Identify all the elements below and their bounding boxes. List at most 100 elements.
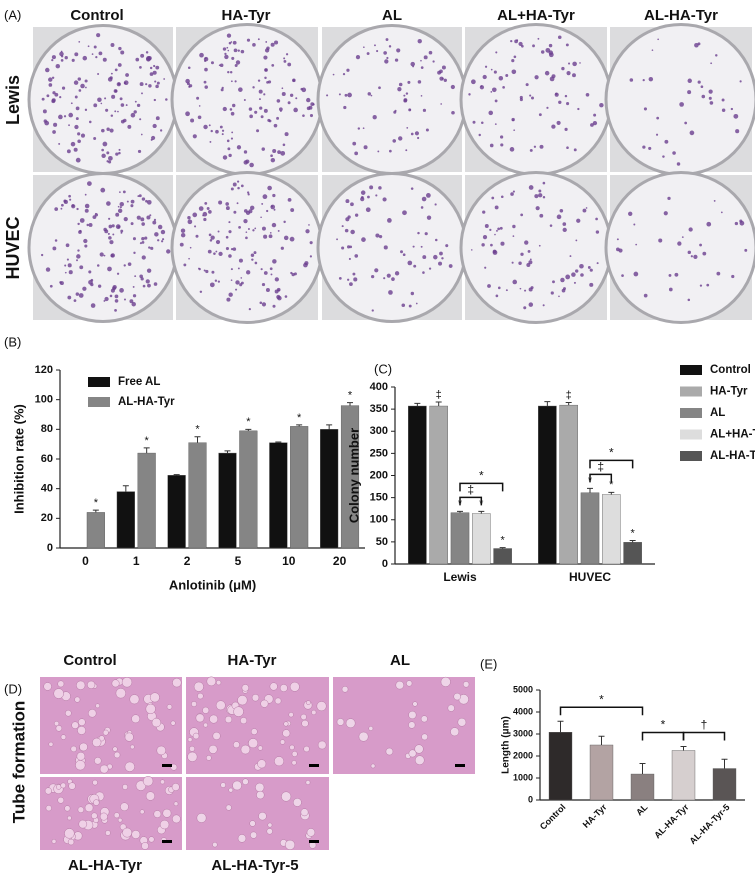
colony [355,55,361,60]
colony [66,149,71,154]
colony [156,81,160,85]
colony [285,53,289,56]
colony [234,80,237,83]
colony [265,41,268,43]
colony [148,246,151,249]
significance-bracket [459,482,504,492]
colony [73,299,77,302]
colony [709,101,714,105]
colony [564,127,568,131]
colony [77,249,80,252]
colony [110,114,114,117]
colony [494,123,497,126]
colony [257,79,261,82]
colony [195,234,199,238]
colony [161,240,164,243]
cell [64,828,75,839]
colony [139,65,142,69]
colony [270,273,273,276]
colony [147,283,151,288]
cell [224,715,233,724]
colony [308,224,310,226]
y-tick-label: 120 [35,364,53,376]
colony [270,205,274,208]
colony [232,103,236,108]
colony [575,269,579,273]
colony [96,33,101,38]
colony [492,249,497,254]
error-bar [173,474,180,476]
colony [394,271,400,276]
error-bar [245,428,252,431]
colony [494,99,498,103]
colony [648,146,652,150]
colony [266,46,270,50]
error-bar [565,401,572,406]
colony [426,215,432,220]
colony [370,94,373,97]
dish [459,23,613,176]
colony [60,59,64,62]
colony [125,104,128,107]
colony [385,38,389,41]
column-title: HA-Tyr [222,7,271,24]
colony [687,90,692,95]
colony [199,290,203,294]
colony [114,299,119,303]
colony [219,63,224,68]
colony [231,131,234,134]
colony [511,261,514,264]
error-bar [587,487,593,493]
colony [635,243,638,246]
colony [283,220,286,224]
x-tick-label: AL [634,802,650,818]
cell [257,759,267,769]
colony [274,277,279,282]
colony [283,59,287,63]
colony [192,212,198,218]
colony [642,145,646,149]
colony [145,279,150,284]
cell [48,741,54,747]
colony [109,128,114,133]
cell [102,729,109,736]
colony [721,108,726,113]
cell [233,741,240,749]
colony [468,93,471,96]
colony [274,40,279,45]
error-bar [326,424,333,430]
colony [496,229,498,232]
colony [228,230,232,234]
colony [378,86,381,90]
colony [633,223,636,226]
colony [93,103,98,108]
cell [269,682,278,691]
bar [218,452,237,549]
colony [561,66,565,71]
cell [291,760,297,766]
colony [146,268,152,273]
colony [302,114,305,117]
colony [240,49,245,54]
colony [528,287,533,292]
significance: * [609,479,614,491]
colony [643,107,647,111]
colony [585,93,590,97]
colony [54,92,59,97]
colony [708,89,713,94]
colony [415,302,418,305]
colony [272,259,277,264]
colony [238,87,243,92]
colony [642,79,645,82]
colony [130,222,134,226]
cell [79,742,88,752]
colony [556,120,561,125]
significance: * [630,527,635,539]
cell [274,756,285,767]
cell [141,842,149,850]
colony [73,80,79,85]
colony [215,129,219,134]
colony [52,91,56,95]
colony [505,74,509,77]
cell [172,677,182,688]
